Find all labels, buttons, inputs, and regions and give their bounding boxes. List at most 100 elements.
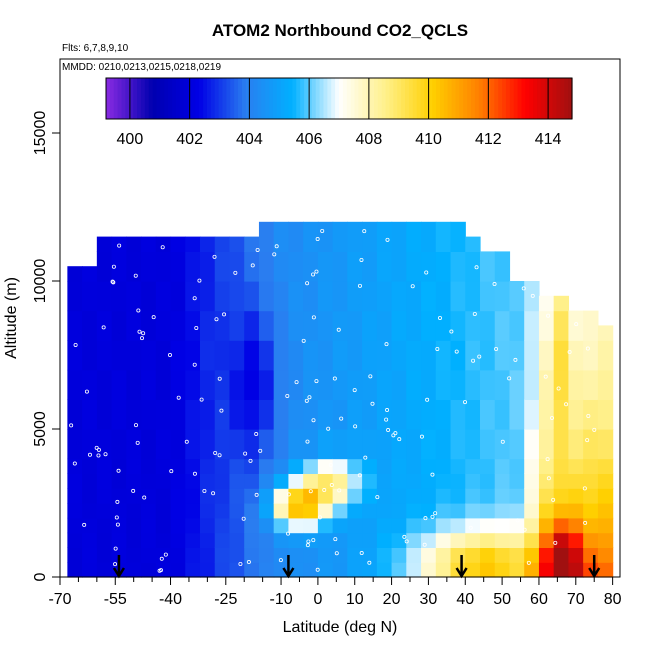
curtain-cell — [480, 517, 496, 534]
curtain-cell — [435, 281, 452, 312]
curtain-cell — [450, 473, 466, 489]
curtain-cell — [376, 503, 393, 519]
curtain-cell — [568, 532, 584, 548]
colorbar-swatch — [319, 78, 325, 119]
curtain-cell — [170, 503, 186, 519]
curtain-cell — [288, 547, 304, 563]
curtain-cell — [141, 340, 157, 371]
colorbar-swatch — [327, 78, 332, 119]
colorbar-swatch — [408, 78, 414, 119]
curtain-cell — [214, 399, 231, 430]
curtain-cell — [538, 517, 555, 534]
colorbar-swatch — [401, 78, 406, 119]
curtain-cell — [421, 517, 437, 534]
curtain-cell — [82, 310, 98, 341]
colorbar-swatch — [164, 78, 169, 119]
curtain-cell — [258, 532, 275, 548]
curtain-cell — [421, 429, 437, 460]
curtain-cell — [126, 429, 142, 460]
profile-arrow-head — [588, 567, 601, 579]
sample-point — [311, 418, 316, 423]
dates-note: MMDD: 0210,0213,0215,0218,0219 — [62, 62, 221, 73]
curtain-cell — [141, 281, 157, 312]
sample-point — [142, 495, 147, 500]
curtain-cell — [553, 399, 570, 430]
curtain-cell — [538, 532, 555, 548]
sample-point — [96, 447, 101, 452]
curtain-cell — [317, 547, 334, 563]
sample-point — [101, 325, 106, 330]
colorbar-swatch — [133, 78, 138, 119]
curtain-cell — [244, 503, 260, 519]
curtain-cell — [155, 340, 172, 371]
curtain-cell — [170, 281, 186, 312]
colorbar-swatch — [370, 78, 375, 119]
curtain-cell — [553, 369, 570, 400]
sample-point — [305, 439, 310, 444]
sample-point — [115, 522, 120, 527]
sample-point — [114, 515, 119, 520]
curtain-cell — [155, 251, 172, 282]
sample-point — [305, 281, 310, 286]
curtain-cell — [258, 429, 275, 460]
curtain-cell — [553, 458, 570, 474]
curtain-cell — [362, 340, 378, 371]
sample-point — [274, 244, 279, 249]
curtain-cell — [376, 399, 393, 430]
curtain-cell — [597, 473, 614, 489]
sample-point — [477, 354, 482, 359]
curtain-cell — [317, 517, 334, 534]
curtain-cell — [96, 503, 113, 519]
curtain-cell — [82, 281, 98, 312]
curtain-cell — [96, 251, 113, 282]
curtain-cell — [96, 281, 113, 312]
curtain-cell — [185, 369, 201, 400]
curtain-cell — [82, 547, 98, 563]
colorbar-swatch — [276, 78, 282, 119]
curtain-cell — [96, 532, 113, 548]
curtain-cell — [185, 340, 201, 371]
sample-point — [246, 560, 251, 565]
curtain-cell — [303, 562, 319, 578]
curtain-cell — [538, 547, 555, 563]
curtain-cell — [538, 488, 555, 504]
sample-point — [160, 245, 165, 250]
sample-point — [84, 389, 89, 394]
curtain-cell — [229, 251, 245, 282]
curtain-cell — [244, 473, 260, 489]
sample-point — [133, 273, 138, 278]
curtain-cell — [376, 488, 393, 504]
curtain-cell — [450, 429, 466, 460]
sample-point — [500, 439, 505, 444]
curtain-cell — [597, 547, 614, 563]
sample-point — [286, 492, 291, 497]
curtain-cell — [170, 251, 186, 282]
curtain-cell — [288, 281, 304, 312]
colorbar-swatch — [222, 78, 227, 119]
curtain-cell — [376, 458, 393, 474]
curtain-cell — [82, 369, 98, 400]
curtain-cell — [568, 547, 584, 563]
curtain-cell — [494, 517, 511, 534]
curtain-cell — [332, 251, 348, 282]
sample-point — [96, 453, 101, 458]
sample-point — [311, 315, 316, 320]
curtain-cell — [67, 488, 83, 504]
curtain-cell — [82, 532, 98, 548]
colorbar-swatch — [502, 78, 507, 119]
curtain-cell — [568, 458, 584, 474]
curtain-cell — [332, 369, 348, 400]
sample-point — [250, 263, 255, 268]
curtain-cell — [332, 429, 348, 460]
colorbar-swatch — [548, 78, 554, 119]
profile-arrow-head — [282, 567, 295, 579]
colorbar-frame — [105, 77, 573, 120]
curtain-cell — [185, 532, 201, 548]
curtain-cell — [465, 369, 481, 400]
curtain-cell — [126, 340, 142, 371]
colorbar-swatch — [544, 78, 550, 119]
colorbar-swatch — [280, 78, 286, 119]
sample-point — [110, 279, 115, 284]
sample-point — [301, 338, 306, 343]
curtain-cell — [214, 429, 231, 460]
